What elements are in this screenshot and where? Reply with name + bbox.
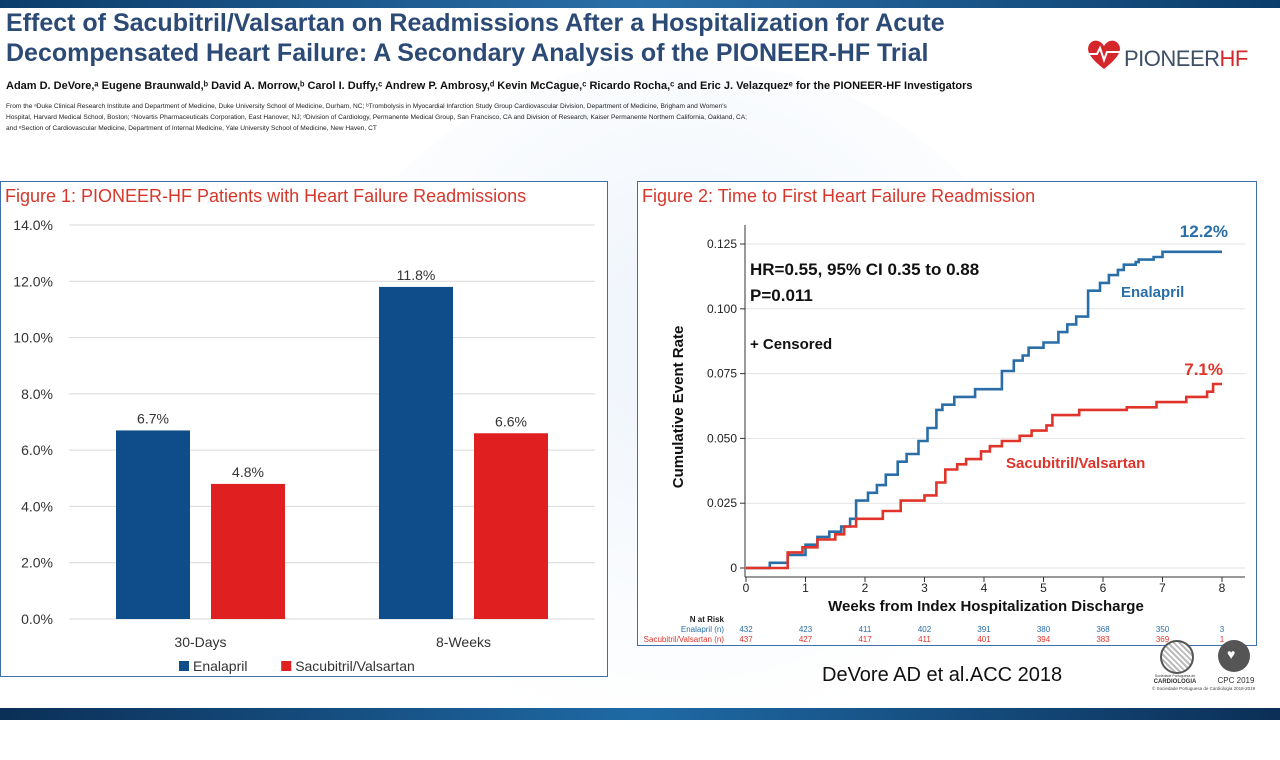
- figure-1-bar-chart: 0.0% 2.0% 4.0% 6.0% 8.0% 10.0% 12.0% 14.0% 6.7% 4…: [13, 217, 595, 674]
- affiliation-line-2: Hospital, Harvard Medical School, Boston…: [6, 114, 747, 121]
- y-tick-label: 12.0%: [13, 273, 53, 289]
- x-tick-label: 4: [981, 581, 988, 595]
- at-risk-value: 427: [799, 635, 813, 644]
- spc-emblem-icon: [1160, 640, 1194, 674]
- at-risk-value: 423: [799, 625, 813, 634]
- at-risk-value: 368: [1096, 625, 1110, 634]
- x-tick-label: 0: [743, 581, 750, 595]
- figure-1-title: Figure 1: PIONEER-HF Patients with Heart…: [5, 186, 527, 206]
- y-tick-label: 4.0%: [21, 498, 53, 514]
- cpc-label: CPC 2019: [1217, 676, 1255, 685]
- x-axis-title: Weeks from Index Hospitalization Dischar…: [828, 598, 1144, 615]
- figure-1-panel: Figure 1: PIONEER-HF Patients with Heart…: [0, 181, 608, 677]
- at-risk-row-label: Enalapril (n): [681, 625, 724, 634]
- p-value-text: P=0.011: [750, 286, 813, 305]
- enalapril-end-label: 12.2%: [1180, 222, 1228, 241]
- heart-logo-icon: [1088, 40, 1120, 69]
- bar: [379, 286, 453, 619]
- data-label: 4.8%: [232, 464, 264, 480]
- x-tick-label: 7: [1159, 581, 1166, 595]
- sacubitril-curve: [746, 382, 1222, 570]
- y-axis-title: Cumulative Event Rate: [670, 326, 687, 489]
- y-tick-label: 14.0%: [13, 217, 53, 233]
- enalapril-curve: [746, 250, 1222, 570]
- censored-legend: + Censored: [750, 336, 832, 353]
- figure-2-title: Figure 2: Time to First Heart Failure Re…: [642, 186, 1036, 206]
- figure-2-panel: Figure 2: Time to First Heart Failure Re…: [637, 181, 1257, 646]
- heart-icon: ♥: [1227, 646, 1236, 662]
- at-risk-value: 1: [1220, 635, 1225, 644]
- at-risk-value: 391: [977, 625, 991, 634]
- y-tick-label: 0.025: [707, 496, 737, 510]
- at-risk-value: 402: [918, 625, 932, 634]
- y-tick-label: 8.0%: [21, 386, 53, 402]
- cpc-emblem-icon: [1218, 640, 1250, 672]
- sacubitril-curve-label: Sacubitril/Valsartan: [1006, 455, 1145, 472]
- y-tick-label: 6.0%: [21, 442, 53, 458]
- bottom-accent-bar: [0, 708, 1280, 720]
- y-tick-label: 0.075: [707, 367, 737, 381]
- y-tick-label: 0.100: [707, 302, 737, 316]
- title-line-2: Decompensated Heart Failure: A Secondary…: [6, 39, 929, 67]
- x-tick-label: 6: [1100, 581, 1107, 595]
- title-line-1: Effect of Sacubitril/Valsartan on Readmi…: [6, 9, 945, 37]
- at-risk-value: 3: [1220, 625, 1225, 634]
- y-tick-label: 0: [730, 561, 737, 575]
- y-tick-label: 0.125: [707, 237, 737, 251]
- affiliations: From the ᵃDuke Clinical Research Institu…: [6, 101, 1116, 134]
- x-tick-label: 8-Weeks: [436, 634, 491, 650]
- bar: [474, 433, 548, 619]
- cpc-logo: ♥ CPC 2019: [1214, 638, 1258, 698]
- at-risk-value: 417: [858, 635, 872, 644]
- spc-logo: Sociedade Portuguesa de CARDIOLOGIA: [1150, 640, 1200, 698]
- x-tick-label: 8: [1219, 581, 1226, 595]
- x-tick-label: 30-Days: [174, 634, 226, 650]
- legend-label: Sacubitril/Valsartan: [295, 658, 415, 674]
- spc-label: CARDIOLOGIA: [1153, 679, 1197, 685]
- affiliation-line-1: From the ᵃDuke Clinical Research Institu…: [6, 103, 727, 110]
- data-label: 6.7%: [137, 410, 169, 426]
- at-risk-value: 432: [739, 625, 753, 634]
- legend-swatch: [179, 661, 189, 671]
- y-tick-label: 0.0%: [21, 611, 53, 627]
- citation: DeVore AD et al.ACC 2018: [822, 664, 1063, 686]
- data-label: 11.8%: [397, 267, 436, 283]
- copyright: © Sociedade Portuguesa de Cardiologia 20…: [1152, 686, 1256, 691]
- pioneer-hf-logo: PIONEERHF: [1084, 36, 1254, 76]
- at-risk-row-label: Sacubitril/Valsartan (n): [644, 635, 725, 644]
- x-tick-label: 1: [802, 581, 809, 595]
- x-tick-label: 3: [921, 581, 928, 595]
- at-risk-value: 394: [1037, 635, 1051, 644]
- affiliation-line-3: and ᵉSection of Cardiovascular Medicine,…: [6, 125, 377, 132]
- y-tick-label: 0.050: [707, 431, 737, 445]
- at-risk-value: 369: [1156, 635, 1170, 644]
- x-tick-label: 2: [862, 581, 869, 595]
- at-risk-value: 380: [1037, 625, 1051, 634]
- y-tick-label: 2.0%: [21, 555, 53, 571]
- spc-label-small: Sociedade Portuguesa de: [1154, 674, 1196, 678]
- at-risk-value: 411: [918, 635, 931, 644]
- top-accent-bar: [0, 0, 1280, 8]
- bar: [116, 430, 190, 619]
- authors-line: Adam D. DeVore,ᵃ Eugene Braunwald,ᵇ Davi…: [6, 80, 973, 92]
- y-tick-label: 10.0%: [13, 330, 53, 346]
- enalapril-curve-label: Enalapril: [1121, 284, 1184, 301]
- hazard-ratio-text: HR=0.55, 95% CI 0.35 to 0.88: [750, 260, 979, 279]
- at-risk-header: N at Risk: [690, 615, 725, 624]
- logo-text: PIONEERHF: [1124, 46, 1248, 71]
- poster-title: Effect of Sacubitril/Valsartan on Readmi…: [6, 8, 1066, 68]
- legend-label: Enalapril: [193, 658, 247, 674]
- sacubitril-end-label: 7.1%: [1184, 360, 1223, 379]
- at-risk-value: 383: [1096, 635, 1110, 644]
- at-risk-value: 411: [859, 625, 872, 634]
- data-label: 6.6%: [495, 413, 527, 429]
- at-risk-value: 401: [977, 635, 991, 644]
- bar: [211, 483, 285, 619]
- figure-2-km-chart: 0 0.025 0.050 0.075 0.100 0.125 0 1 2 3 4 5 6 7 8 Weeks…: [644, 222, 1245, 644]
- legend-swatch: [281, 661, 292, 671]
- x-tick-label: 5: [1040, 581, 1047, 595]
- at-risk-value: 437: [739, 635, 753, 644]
- at-risk-value: 350: [1156, 625, 1170, 634]
